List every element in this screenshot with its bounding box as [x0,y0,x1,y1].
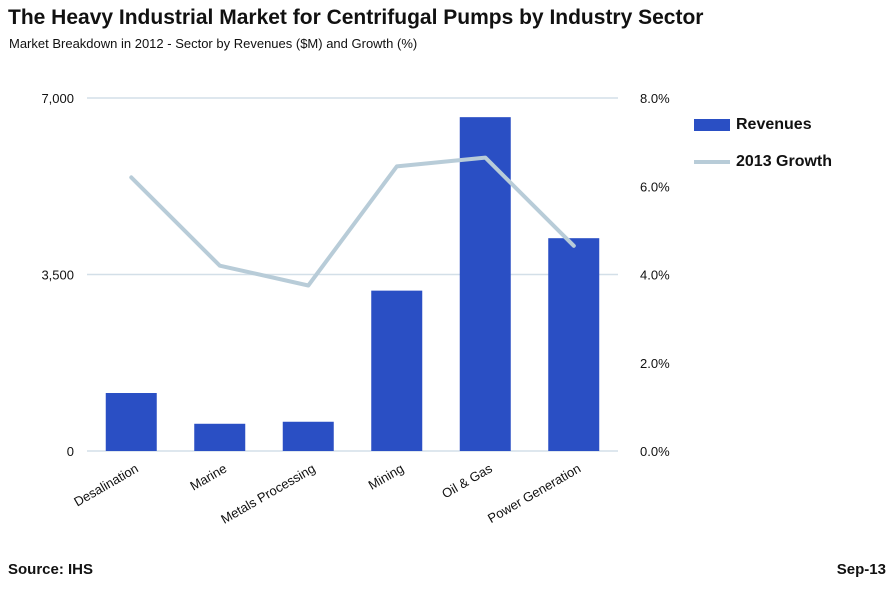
y-left-tick-label: 7,000 [41,91,74,106]
legend-item-revenues: Revenues [694,114,832,136]
bar [282,421,334,451]
bar [548,238,600,451]
x-tick-label: Desalination [71,461,140,510]
bar [194,423,246,451]
chart-title: The Heavy Industrial Market for Centrifu… [8,6,704,29]
x-tick-label: Metals Processing [218,461,317,527]
legend-item-growth: 2013 Growth [694,151,832,173]
chart-subtitle: Market Breakdown in 2012 - Sector by Rev… [9,36,418,51]
y-right-tick-label: 0.0% [640,444,670,459]
x-tick-label: Marine [187,461,229,494]
legend-swatch-growth [694,160,730,164]
x-tick-label: Power Generation [485,461,583,526]
y-right-tick-label: 4.0% [640,268,670,283]
chart-legend: Revenues 2013 Growth [694,114,832,188]
x-tick-label: Oil & Gas [439,460,495,501]
bar [371,290,423,451]
legend-label-revenues: Revenues [736,116,812,133]
y-right-tick-label: 8.0% [640,91,670,106]
source-note: Source: IHS [8,561,94,578]
date-note: Sep-13 [836,561,886,578]
x-tick-label: Mining [366,461,407,493]
y-left-tick-label: 0 [67,444,74,459]
legend-swatch-revenues [694,119,730,131]
growth-line [129,155,576,288]
y-right-tick-label: 6.0% [640,179,670,194]
legend-label-growth: 2013 Growth [736,153,833,170]
y-right-tick-label: 2.0% [640,356,670,371]
bar [459,117,511,452]
bar [105,393,157,451]
y-left-tick-label: 3,500 [41,268,74,283]
